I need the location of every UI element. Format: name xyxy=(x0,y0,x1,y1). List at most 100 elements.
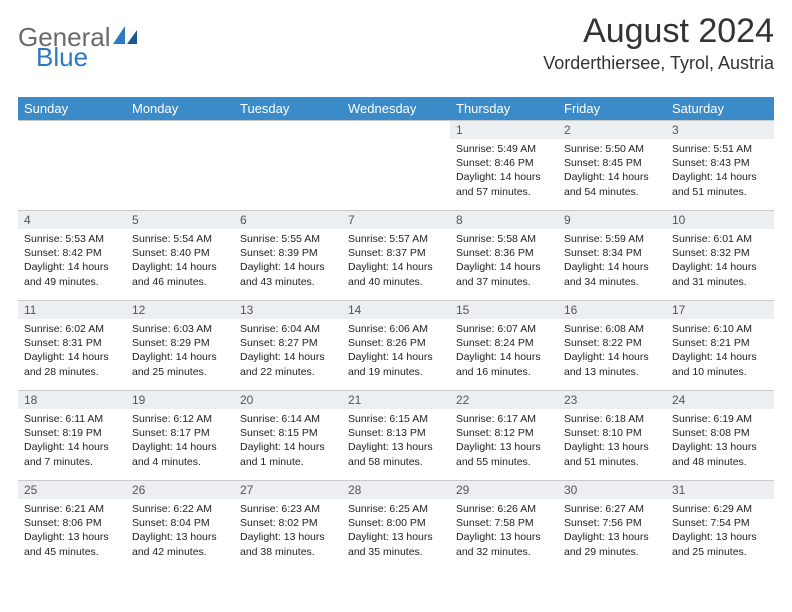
day-content: Sunrise: 6:21 AMSunset: 8:06 PMDaylight:… xyxy=(18,499,126,563)
day-number: 31 xyxy=(666,481,774,499)
day-content: Sunrise: 6:22 AMSunset: 8:04 PMDaylight:… xyxy=(126,499,234,563)
calendar-cell: 31Sunrise: 6:29 AMSunset: 7:54 PMDayligh… xyxy=(666,481,774,571)
calendar-cell: 14Sunrise: 6:06 AMSunset: 8:26 PMDayligh… xyxy=(342,301,450,391)
logo-text-blue: Blue xyxy=(36,42,88,72)
dayname-sun: Sunday xyxy=(18,97,126,121)
day-number: 25 xyxy=(18,481,126,499)
calendar-cell: 23Sunrise: 6:18 AMSunset: 8:10 PMDayligh… xyxy=(558,391,666,481)
day-number: 8 xyxy=(450,211,558,229)
calendar-cell: 18Sunrise: 6:11 AMSunset: 8:19 PMDayligh… xyxy=(18,391,126,481)
day-content: Sunrise: 6:12 AMSunset: 8:17 PMDaylight:… xyxy=(126,409,234,473)
calendar-cell: 17Sunrise: 6:10 AMSunset: 8:21 PMDayligh… xyxy=(666,301,774,391)
day-number: 10 xyxy=(666,211,774,229)
dayname-mon: Monday xyxy=(126,97,234,121)
day-content: Sunrise: 6:02 AMSunset: 8:31 PMDaylight:… xyxy=(18,319,126,383)
day-content: Sunrise: 6:15 AMSunset: 8:13 PMDaylight:… xyxy=(342,409,450,473)
day-content: Sunrise: 6:18 AMSunset: 8:10 PMDaylight:… xyxy=(558,409,666,473)
dayname-tue: Tuesday xyxy=(234,97,342,121)
day-number: 6 xyxy=(234,211,342,229)
calendar-cell: 29Sunrise: 6:26 AMSunset: 7:58 PMDayligh… xyxy=(450,481,558,571)
title-block: August 2024 Vorderthiersee, Tyrol, Austr… xyxy=(543,12,774,74)
calendar-cell: 12Sunrise: 6:03 AMSunset: 8:29 PMDayligh… xyxy=(126,301,234,391)
day-number: 29 xyxy=(450,481,558,499)
calendar-cell: 28Sunrise: 6:25 AMSunset: 8:00 PMDayligh… xyxy=(342,481,450,571)
day-content: Sunrise: 6:26 AMSunset: 7:58 PMDaylight:… xyxy=(450,499,558,563)
day-number: 1 xyxy=(450,121,558,139)
day-content: Sunrise: 5:58 AMSunset: 8:36 PMDaylight:… xyxy=(450,229,558,293)
day-number: 13 xyxy=(234,301,342,319)
calendar-cell: 7Sunrise: 5:57 AMSunset: 8:37 PMDaylight… xyxy=(342,211,450,301)
calendar-week-row: 4Sunrise: 5:53 AMSunset: 8:42 PMDaylight… xyxy=(18,211,774,301)
calendar-cell: 10Sunrise: 6:01 AMSunset: 8:32 PMDayligh… xyxy=(666,211,774,301)
calendar-cell: 24Sunrise: 6:19 AMSunset: 8:08 PMDayligh… xyxy=(666,391,774,481)
day-number: 16 xyxy=(558,301,666,319)
day-number: 17 xyxy=(666,301,774,319)
day-content: Sunrise: 6:14 AMSunset: 8:15 PMDaylight:… xyxy=(234,409,342,473)
calendar-cell: 27Sunrise: 6:23 AMSunset: 8:02 PMDayligh… xyxy=(234,481,342,571)
day-number: 2 xyxy=(558,121,666,139)
dayname-fri: Friday xyxy=(558,97,666,121)
day-number: 18 xyxy=(18,391,126,409)
calendar-cell: 3Sunrise: 5:51 AMSunset: 8:43 PMDaylight… xyxy=(666,121,774,211)
calendar-cell: 8Sunrise: 5:58 AMSunset: 8:36 PMDaylight… xyxy=(450,211,558,301)
day-content: Sunrise: 5:54 AMSunset: 8:40 PMDaylight:… xyxy=(126,229,234,293)
dayname-sat: Saturday xyxy=(666,97,774,121)
day-content: Sunrise: 6:08 AMSunset: 8:22 PMDaylight:… xyxy=(558,319,666,383)
day-content: Sunrise: 6:23 AMSunset: 8:02 PMDaylight:… xyxy=(234,499,342,563)
day-content: Sunrise: 6:17 AMSunset: 8:12 PMDaylight:… xyxy=(450,409,558,473)
day-content: Sunrise: 5:53 AMSunset: 8:42 PMDaylight:… xyxy=(18,229,126,293)
location: Vorderthiersee, Tyrol, Austria xyxy=(543,53,774,74)
day-number: 23 xyxy=(558,391,666,409)
day-number: 3 xyxy=(666,121,774,139)
day-content: Sunrise: 6:27 AMSunset: 7:56 PMDaylight:… xyxy=(558,499,666,563)
day-content: Sunrise: 5:59 AMSunset: 8:34 PMDaylight:… xyxy=(558,229,666,293)
calendar-cell xyxy=(18,121,126,211)
calendar-cell: 13Sunrise: 6:04 AMSunset: 8:27 PMDayligh… xyxy=(234,301,342,391)
day-number: 11 xyxy=(18,301,126,319)
day-number: 19 xyxy=(126,391,234,409)
calendar-cell: 20Sunrise: 6:14 AMSunset: 8:15 PMDayligh… xyxy=(234,391,342,481)
day-content: Sunrise: 6:07 AMSunset: 8:24 PMDaylight:… xyxy=(450,319,558,383)
calendar-body: 1Sunrise: 5:49 AMSunset: 8:46 PMDaylight… xyxy=(18,121,774,571)
day-number: 22 xyxy=(450,391,558,409)
calendar-cell: 2Sunrise: 5:50 AMSunset: 8:45 PMDaylight… xyxy=(558,121,666,211)
day-content: Sunrise: 5:50 AMSunset: 8:45 PMDaylight:… xyxy=(558,139,666,203)
day-number: 26 xyxy=(126,481,234,499)
calendar-cell: 4Sunrise: 5:53 AMSunset: 8:42 PMDaylight… xyxy=(18,211,126,301)
calendar-cell: 1Sunrise: 5:49 AMSunset: 8:46 PMDaylight… xyxy=(450,121,558,211)
calendar-week-row: 25Sunrise: 6:21 AMSunset: 8:06 PMDayligh… xyxy=(18,481,774,571)
calendar-week-row: 11Sunrise: 6:02 AMSunset: 8:31 PMDayligh… xyxy=(18,301,774,391)
day-number: 5 xyxy=(126,211,234,229)
day-number: 4 xyxy=(18,211,126,229)
dayname-row: Sunday Monday Tuesday Wednesday Thursday… xyxy=(18,97,774,121)
day-content: Sunrise: 6:10 AMSunset: 8:21 PMDaylight:… xyxy=(666,319,774,383)
day-number: 12 xyxy=(126,301,234,319)
day-content: Sunrise: 6:04 AMSunset: 8:27 PMDaylight:… xyxy=(234,319,342,383)
day-content: Sunrise: 6:29 AMSunset: 7:54 PMDaylight:… xyxy=(666,499,774,563)
day-content: Sunrise: 6:25 AMSunset: 8:00 PMDaylight:… xyxy=(342,499,450,563)
calendar-cell xyxy=(234,121,342,211)
calendar-cell: 22Sunrise: 6:17 AMSunset: 8:12 PMDayligh… xyxy=(450,391,558,481)
day-number: 9 xyxy=(558,211,666,229)
calendar-cell: 19Sunrise: 6:12 AMSunset: 8:17 PMDayligh… xyxy=(126,391,234,481)
day-content: Sunrise: 6:06 AMSunset: 8:26 PMDaylight:… xyxy=(342,319,450,383)
calendar-cell: 5Sunrise: 5:54 AMSunset: 8:40 PMDaylight… xyxy=(126,211,234,301)
day-content: Sunrise: 5:57 AMSunset: 8:37 PMDaylight:… xyxy=(342,229,450,293)
calendar-table: Sunday Monday Tuesday Wednesday Thursday… xyxy=(18,97,774,571)
calendar-cell: 6Sunrise: 5:55 AMSunset: 8:39 PMDaylight… xyxy=(234,211,342,301)
calendar-week-row: 1Sunrise: 5:49 AMSunset: 8:46 PMDaylight… xyxy=(18,121,774,211)
calendar-cell: 15Sunrise: 6:07 AMSunset: 8:24 PMDayligh… xyxy=(450,301,558,391)
day-content: Sunrise: 6:11 AMSunset: 8:19 PMDaylight:… xyxy=(18,409,126,473)
day-content: Sunrise: 5:49 AMSunset: 8:46 PMDaylight:… xyxy=(450,139,558,203)
day-number: 7 xyxy=(342,211,450,229)
day-number: 30 xyxy=(558,481,666,499)
calendar-cell xyxy=(126,121,234,211)
day-content: Sunrise: 6:03 AMSunset: 8:29 PMDaylight:… xyxy=(126,319,234,383)
dayname-wed: Wednesday xyxy=(342,97,450,121)
calendar-week-row: 18Sunrise: 6:11 AMSunset: 8:19 PMDayligh… xyxy=(18,391,774,481)
calendar-cell: 11Sunrise: 6:02 AMSunset: 8:31 PMDayligh… xyxy=(18,301,126,391)
day-number: 14 xyxy=(342,301,450,319)
day-content: Sunrise: 6:01 AMSunset: 8:32 PMDaylight:… xyxy=(666,229,774,293)
calendar-cell: 26Sunrise: 6:22 AMSunset: 8:04 PMDayligh… xyxy=(126,481,234,571)
calendar-cell: 9Sunrise: 5:59 AMSunset: 8:34 PMDaylight… xyxy=(558,211,666,301)
